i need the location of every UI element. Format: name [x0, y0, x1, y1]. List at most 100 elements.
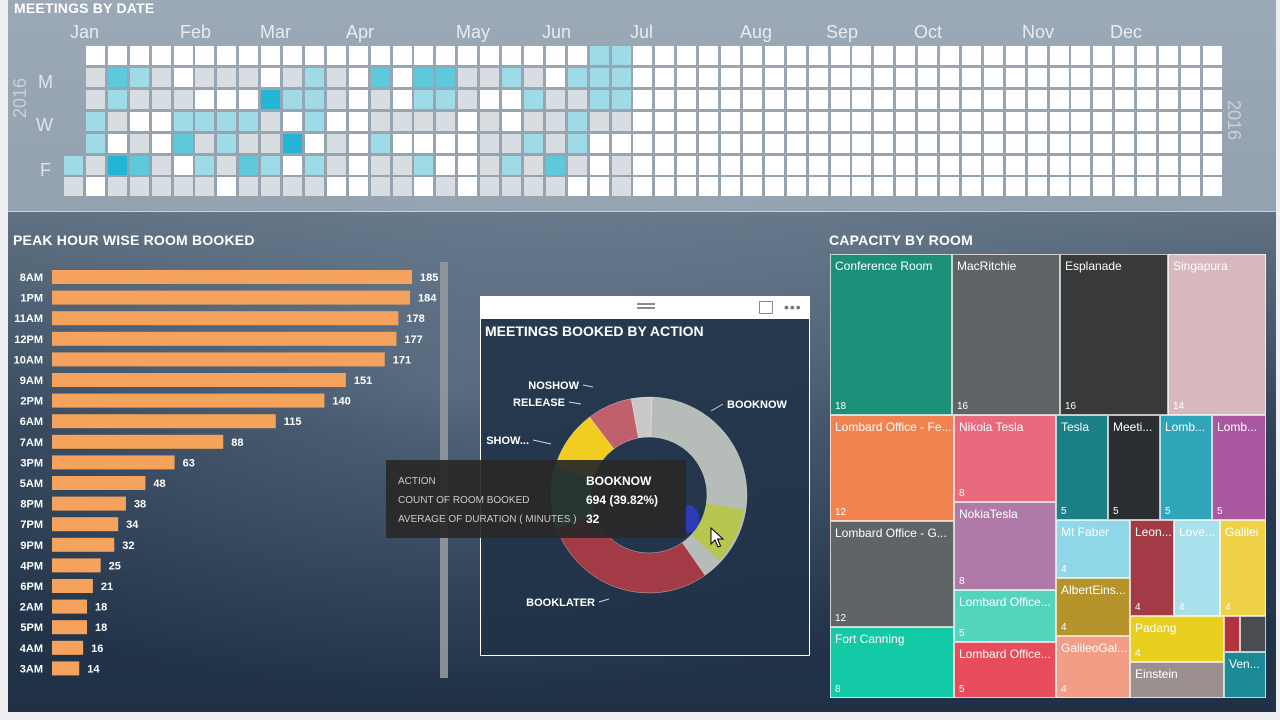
- calendar-day-cell[interactable]: [173, 133, 193, 153]
- calendar-day-cell[interactable]: [874, 177, 894, 197]
- calendar-day-cell[interactable]: [874, 133, 894, 153]
- calendar-day-cell[interactable]: [961, 46, 981, 65]
- calendar-day-cell[interactable]: [458, 89, 478, 109]
- calendar-day-cell[interactable]: [392, 111, 412, 131]
- calendar-day-cell[interactable]: [195, 111, 215, 131]
- calendar-day-cell[interactable]: [217, 46, 237, 65]
- calendar-day-cell[interactable]: [940, 46, 959, 65]
- calendar-day-cell[interactable]: [129, 46, 149, 65]
- calendar-day-cell[interactable]: [348, 133, 368, 153]
- calendar-day-cell[interactable]: [523, 155, 543, 175]
- calendar-day-cell[interactable]: [1093, 67, 1113, 87]
- calendar-day-cell[interactable]: [655, 67, 675, 87]
- calendar-day-cell[interactable]: [852, 111, 872, 131]
- calendar-day-cell[interactable]: [764, 67, 784, 87]
- calendar-day-cell[interactable]: [1202, 46, 1222, 65]
- treemap-cell[interactable]: Galilei 4: [1220, 520, 1266, 616]
- calendar-day-cell[interactable]: [1027, 89, 1047, 109]
- calendar-day-cell[interactable]: [1005, 67, 1025, 87]
- calendar-day-cell[interactable]: [370, 89, 390, 109]
- calendar-day-cell[interactable]: [370, 133, 390, 153]
- calendar-day-cell[interactable]: [1071, 155, 1091, 175]
- calendar-day-cell[interactable]: [1049, 67, 1069, 87]
- calendar-day-cell[interactable]: [261, 177, 281, 197]
- drag-handle-icon[interactable]: [637, 303, 655, 309]
- treemap-cell[interactable]: Padang 4: [1130, 616, 1224, 662]
- calendar-day-cell[interactable]: [107, 67, 127, 87]
- calendar-day-cell[interactable]: [918, 111, 938, 131]
- focus-mode-icon[interactable]: [759, 301, 773, 314]
- calendar-day-cell[interactable]: [742, 46, 762, 65]
- calendar-day-cell[interactable]: [304, 46, 324, 65]
- calendar-day-cell[interactable]: [1180, 177, 1200, 197]
- calendar-day-cell[interactable]: [370, 155, 390, 175]
- calendar-day-cell[interactable]: [918, 155, 938, 175]
- treemap-cell[interactable]: Lombard Office... 5: [954, 590, 1056, 642]
- donut-slice-other[interactable]: [630, 396, 653, 439]
- calendar-day-cell[interactable]: [1115, 46, 1135, 65]
- bar-6am[interactable]: [52, 414, 276, 429]
- calendar-day-cell[interactable]: [173, 177, 193, 197]
- calendar-day-cell[interactable]: [764, 133, 784, 153]
- calendar-day-cell[interactable]: [239, 46, 259, 65]
- calendar-day-cell[interactable]: [326, 89, 346, 109]
- calendar-day-cell[interactable]: [567, 133, 587, 153]
- calendar-day-cell[interactable]: [129, 89, 149, 109]
- calendar-day-cell[interactable]: [85, 155, 105, 175]
- calendar-day-cell[interactable]: [655, 177, 675, 197]
- treemap-cell[interactable]: Meeti... 5: [1108, 415, 1160, 520]
- calendar-day-cell[interactable]: [677, 111, 697, 131]
- calendar-day-cell[interactable]: [151, 177, 171, 197]
- calendar-day-cell[interactable]: [1049, 89, 1069, 109]
- calendar-day-cell[interactable]: [348, 111, 368, 131]
- calendar-day-cell[interactable]: [502, 89, 521, 109]
- calendar-day-cell[interactable]: [633, 67, 653, 87]
- calendar-day-cell[interactable]: [808, 177, 828, 197]
- calendar-day-cell[interactable]: [918, 133, 938, 153]
- calendar-day-cell[interactable]: [721, 177, 740, 197]
- calendar-day-cell[interactable]: [107, 46, 127, 65]
- calendar-day-cell[interactable]: [611, 46, 631, 65]
- calendar-day-cell[interactable]: [1027, 46, 1047, 65]
- calendar-day-cell[interactable]: [283, 67, 302, 87]
- calendar-day-cell[interactable]: [1137, 155, 1157, 175]
- calendar-day-cell[interactable]: [173, 111, 193, 131]
- calendar-day-cell[interactable]: [961, 133, 981, 153]
- calendar-day-cell[interactable]: [502, 67, 521, 87]
- calendar-day-cell[interactable]: [1005, 46, 1025, 65]
- calendar-day-cell[interactable]: [129, 67, 149, 87]
- calendar-day-cell[interactable]: [961, 67, 981, 87]
- calendar-day-cell[interactable]: [1005, 89, 1025, 109]
- calendar-day-cell[interactable]: [1027, 133, 1047, 153]
- treemap-cell[interactable]: Lombard Office - G... 12: [830, 521, 954, 627]
- calendar-day-cell[interactable]: [151, 67, 171, 87]
- calendar-day-cell[interactable]: [983, 155, 1003, 175]
- calendar-day-cell[interactable]: [896, 67, 916, 87]
- calendar-day-cell[interactable]: [830, 155, 850, 175]
- calendar-day-cell[interactable]: [348, 177, 368, 197]
- calendar-day-cell[interactable]: [940, 133, 959, 153]
- treemap-cell[interactable]: Love... 4: [1174, 520, 1220, 616]
- calendar-day-cell[interactable]: [1202, 177, 1222, 197]
- calendar-day-cell[interactable]: [1027, 111, 1047, 131]
- calendar-day-cell[interactable]: [567, 155, 587, 175]
- treemap-cell[interactable]: AlbertEins... 4: [1056, 578, 1130, 636]
- calendar-day-cell[interactable]: [918, 177, 938, 197]
- calendar-day-cell[interactable]: [677, 133, 697, 153]
- calendar-day-cell[interactable]: [808, 46, 828, 65]
- calendar-day-cell[interactable]: [611, 67, 631, 87]
- calendar-day-cell[interactable]: [1071, 67, 1091, 87]
- calendar-day-cell[interactable]: [283, 133, 302, 153]
- calendar-day-cell[interactable]: [1115, 89, 1135, 109]
- bar-8am[interactable]: [52, 270, 412, 284]
- calendar-day-cell[interactable]: [655, 111, 675, 131]
- calendar-day-cell[interactable]: [742, 133, 762, 153]
- calendar-day-cell[interactable]: [545, 155, 565, 175]
- calendar-day-cell[interactable]: [1027, 67, 1047, 87]
- calendar-day-cell[interactable]: [1202, 111, 1222, 131]
- calendar-day-cell[interactable]: [370, 46, 390, 65]
- calendar-day-cell[interactable]: [1159, 67, 1178, 87]
- calendar-day-cell[interactable]: [129, 155, 149, 175]
- calendar-day-cell[interactable]: [523, 177, 543, 197]
- calendar-day-cell[interactable]: [983, 46, 1003, 65]
